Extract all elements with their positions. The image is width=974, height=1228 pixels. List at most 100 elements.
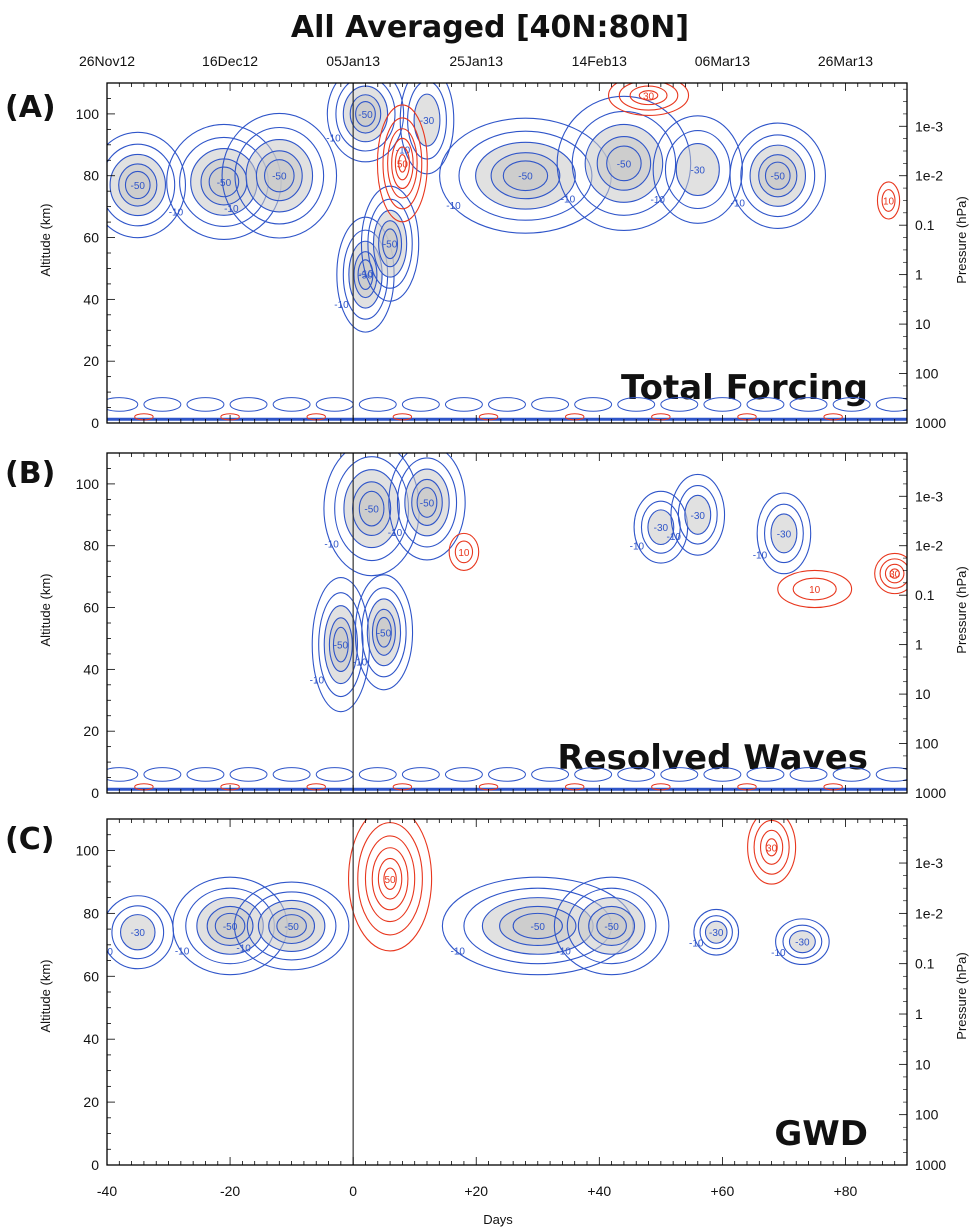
pressure-tick-label: 0.1 [915,956,935,972]
surface-contour [488,767,526,782]
contour-label: -10 [353,658,368,669]
positive-contour [777,569,853,609]
surface-contour [746,397,785,412]
surface-contour [272,397,311,412]
panel-a: (A) Total Forcing Altitude (km) Pressure… [5,53,969,431]
y-tick-label: 20 [83,723,99,739]
top-date-label: 16Dec12 [202,53,258,69]
contour-label: 50 [397,159,409,170]
surface-contour [832,767,871,782]
contour-label: -50 [334,641,349,652]
contour-label: -10 [99,947,114,958]
positive-contour [759,829,784,865]
surface-contour [875,767,907,782]
y-tick-label: 0 [91,415,99,431]
contour-label: -50 [358,110,373,121]
negative-contour [764,161,791,190]
y-tick-label: 60 [83,230,99,246]
pressure-tick-label: 0.1 [915,217,935,233]
negative-contour [699,915,733,950]
panel-label-c: (C) [5,822,54,857]
negative-contour [221,112,338,239]
surface-contour [186,397,225,412]
contour-label: -10 [175,946,190,957]
positive-contour [387,128,418,199]
negative-contour [670,473,726,556]
negative-contour [693,908,740,956]
contour-label: -10 [224,204,239,215]
top-date-label: 26Mar13 [818,53,873,69]
positive-contour [876,181,901,220]
contour-label: -10 [689,938,704,949]
y-tick-label: 20 [83,1094,99,1110]
x-tick-label: -20 [220,1183,240,1199]
x-tick-label: +80 [834,1183,858,1199]
x-tick-label: +60 [711,1183,735,1199]
pressure-tick-label: 1 [915,637,923,653]
positive-contour [879,558,907,589]
pressure-tick-label: 10 [915,686,931,702]
surface-contour [143,767,182,782]
contour-label: -50 [604,922,619,933]
negative-contour [647,509,675,546]
contour-label: -50 [531,922,546,933]
surface-contour [660,397,699,412]
contour-label: -10 [667,532,682,543]
negative-contour [111,905,165,960]
y-tick-label: 40 [83,1031,99,1047]
contour-label: -50 [284,922,299,933]
contour-label: -30 [777,529,792,540]
pressure-tick-label: 1e-2 [915,905,943,921]
negative-contour [375,616,392,648]
negative-contour [770,513,798,554]
surface-contour [703,767,742,782]
pressure-tick-label: 1e-2 [915,168,943,184]
pressure-tick-label: 100 [915,736,939,752]
contour-label: -50 [364,505,379,516]
pressure-tick-label: 10 [915,1056,931,1072]
negative-contour [388,453,466,561]
positive-contour [638,90,659,101]
panel-b-inner-label: Resolved Waves [557,738,868,778]
contour-label: -30 [691,166,706,177]
y-tick-label: 40 [83,291,99,307]
positive-contour [376,104,428,223]
negative-contour [553,876,670,976]
surface-contour [229,767,268,782]
positive-contour [377,857,403,900]
pressure-tick-label: 1e-2 [915,538,943,554]
negative-contour [704,920,728,944]
negative-contour [326,83,405,163]
contour-label: -30 [131,928,146,939]
contour-label: -10 [753,550,768,561]
surface-contour [143,397,182,412]
positive-contour [448,532,480,572]
y-tick-label: 100 [76,842,100,858]
negative-contour [740,134,816,218]
contour-field: -30-10-50-10-50-10-50-10-50-10-30-10 -30-… [99,819,830,976]
contour-label: 50 [385,875,397,886]
contour-label: -30 [654,523,669,534]
surface-contour [531,767,570,782]
contour-label: -50 [383,240,398,251]
panel-a-y2-axis-label: Pressure (hPa) [954,196,969,283]
surface-contour [531,397,570,412]
negative-contour [124,170,151,200]
contour-label: -10 [236,943,251,954]
positive-contour [884,563,905,584]
positive-contour [792,577,837,601]
contour-label: -10 [651,195,666,206]
positive-contour [608,83,690,116]
surface-contour [574,767,613,782]
negative-contour [107,143,176,227]
negative-contour [214,912,246,940]
surface-contour [401,767,440,782]
pressure-tick-label: 0.1 [915,587,935,603]
pressure-tick-label: 1000 [915,1157,946,1173]
pressure-tick-label: 1000 [915,785,946,801]
negative-contour [233,881,350,971]
positive-contour [364,835,416,923]
contour-label: -10 [310,676,325,687]
contour-label: -10 [451,946,466,957]
negative-contour [396,457,458,548]
